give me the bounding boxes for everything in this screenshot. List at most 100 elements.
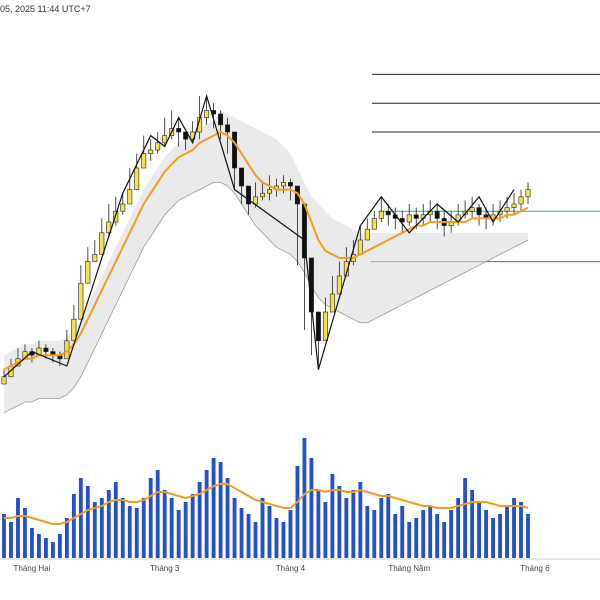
volume-bar — [428, 506, 433, 558]
volume-bar — [169, 498, 174, 558]
candle-body — [343, 261, 349, 277]
volume-bar — [37, 534, 41, 558]
volume-bar — [498, 514, 502, 558]
candle-body — [246, 185, 251, 205]
volume-bar — [253, 522, 258, 558]
volume-bar — [421, 510, 426, 558]
candle-body — [364, 228, 370, 241]
volume-bar — [337, 486, 342, 558]
volume-bar — [505, 506, 509, 558]
candle-body — [141, 153, 147, 169]
band-lower-edge — [3, 182, 529, 414]
candle-body — [287, 182, 293, 187]
candle-body — [239, 167, 245, 187]
candle-body — [78, 282, 84, 320]
volume-bar — [85, 486, 90, 558]
volume-bar — [2, 514, 6, 558]
candle-body — [413, 214, 419, 219]
volume-bar — [225, 478, 230, 558]
candle-body — [267, 189, 272, 194]
volume-bar — [148, 478, 153, 558]
candle-body — [120, 203, 126, 212]
candle-body — [322, 311, 328, 342]
candle-body — [85, 261, 91, 284]
candle-body — [106, 221, 112, 234]
volume-bar — [309, 458, 314, 558]
volume-bar — [386, 494, 391, 558]
volume-bar — [71, 494, 76, 558]
x-axis-tick-label: Tháng Năm — [388, 564, 430, 573]
volume-bar — [64, 518, 69, 558]
candle-body — [329, 293, 335, 313]
candle-body — [218, 113, 224, 126]
candle-body — [336, 275, 342, 295]
volume-bar — [57, 534, 62, 558]
volume-bar — [141, 498, 146, 558]
volume-bar — [155, 470, 160, 558]
volume-bar — [491, 518, 495, 558]
volume-bar — [218, 462, 223, 558]
volume-bar — [50, 542, 55, 558]
candle-body — [176, 128, 182, 133]
volume-bar — [526, 514, 530, 558]
candle-body — [469, 207, 475, 212]
volume-bar — [463, 478, 468, 558]
volume-bar — [43, 538, 48, 558]
volume-bar — [9, 522, 13, 558]
volume-bar — [470, 490, 475, 558]
candle-body — [232, 131, 238, 169]
volume-bar — [442, 522, 447, 558]
zigzag-line — [3, 93, 515, 378]
volume-bar — [372, 510, 377, 558]
volume-bar — [267, 506, 272, 558]
volume-bar — [393, 514, 398, 558]
volume-bar — [23, 508, 27, 558]
volume-bar — [512, 498, 516, 558]
candle-body — [225, 124, 231, 133]
candle-body — [71, 318, 77, 342]
volume-bar — [232, 498, 237, 558]
volume-bar — [484, 510, 489, 558]
volume-bar — [204, 470, 209, 558]
volume-bar — [176, 510, 181, 558]
candle-body — [134, 167, 140, 190]
candle-body — [518, 196, 524, 205]
volatility-band — [4, 110, 528, 413]
candle-body — [260, 192, 265, 198]
volume-bar — [120, 498, 125, 558]
candle-body — [378, 210, 384, 219]
candle-body — [92, 254, 98, 262]
candle-body — [434, 210, 440, 219]
volume-bar — [113, 482, 118, 558]
volume-bar — [211, 458, 216, 558]
volume-bar — [435, 514, 440, 558]
volume-bar — [183, 502, 188, 558]
candle-body — [183, 131, 189, 140]
volume-bar — [330, 474, 335, 558]
volume-bar — [477, 502, 482, 558]
volume-bar — [323, 502, 328, 558]
x-axis-tick-label: Tháng 6 — [520, 564, 550, 573]
candle-body — [43, 347, 49, 352]
volume-bar — [260, 498, 265, 558]
volume-bar — [30, 528, 34, 558]
volume-average-line — [4, 483, 529, 525]
volume-bar — [358, 482, 363, 558]
volume-bar — [281, 522, 286, 558]
volume-bar — [288, 510, 293, 558]
volume-bar — [134, 508, 139, 558]
candle-body — [371, 218, 377, 230]
volume-bar — [414, 518, 419, 558]
volume-bar — [197, 482, 202, 558]
chart-timestamp: 05, 2025 11:44 UTC+7 — [0, 4, 91, 14]
volume-bar — [351, 490, 356, 558]
x-axis-tick-label: Tháng 3 — [150, 564, 180, 573]
candle-body — [476, 207, 482, 216]
candle-body — [1, 376, 7, 385]
volume-bar — [274, 518, 279, 558]
volume-bar — [449, 510, 454, 558]
candle-body — [511, 203, 517, 208]
volume-bar — [302, 438, 307, 558]
volume-bar — [379, 498, 384, 558]
